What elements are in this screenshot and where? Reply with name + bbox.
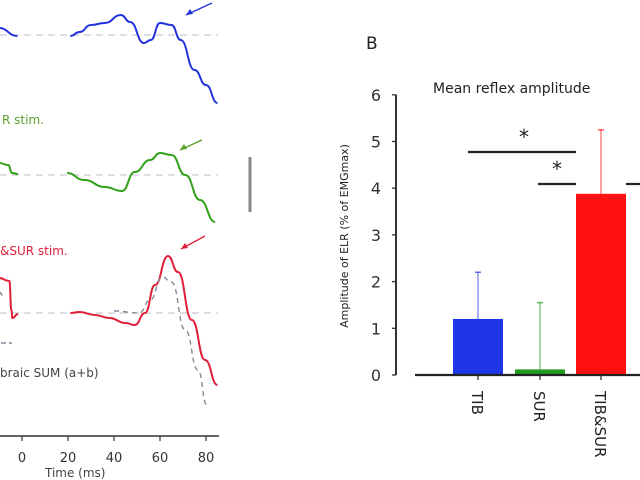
x-tick-label: 20 (60, 451, 77, 466)
trace-label-red: &SUR stim. (0, 244, 68, 258)
y-tick-label: 6 (371, 86, 381, 105)
x-tick-label: 80 (198, 451, 215, 466)
significance-star: * (519, 125, 529, 149)
trace-blue (0, 27, 18, 37)
significance-star: * (552, 157, 562, 181)
trace-panel: 0 20 40 60 80 (0, 2, 252, 466)
y-tick-label: 3 (371, 226, 381, 245)
category-label: TIB&SUR (591, 390, 609, 458)
bar-chart-title: Mean reflex amplitude (433, 81, 590, 97)
bar-tib-sur (576, 193, 626, 375)
arrowhead-icon (186, 9, 193, 15)
y-tick-label: 2 (371, 273, 381, 292)
trace-label-sum: braic SUM (a+b) (0, 366, 99, 380)
trace-label-green: R stim. (2, 113, 44, 127)
trace-blue (70, 13, 218, 104)
trace-red (70, 254, 218, 386)
trace-green (0, 162, 19, 175)
y-tick-label: 4 (371, 179, 381, 198)
trace-sum (0, 291, 4, 297)
category-label: TIB (468, 390, 486, 415)
arrowhead-icon (181, 243, 188, 249)
x-tick-label: 40 (106, 451, 123, 466)
panel-letter: B (366, 34, 378, 54)
x-tick-label: 0 (18, 451, 26, 466)
category-label: SUR (530, 391, 548, 422)
trace-red (0, 277, 19, 320)
trace-sum (113, 276, 208, 406)
y-tick-label: 0 (371, 366, 381, 385)
y-tick-label: 1 (371, 319, 381, 338)
bar-sur (515, 369, 565, 375)
bar-tib (453, 318, 503, 375)
trace-green (66, 151, 216, 223)
x-axis-label: Time (ms) (44, 466, 106, 480)
y-axis-label: Amplitude of ELR (% of EMGmax) (338, 144, 351, 328)
y-tick-label: 5 (371, 133, 381, 152)
x-tick-label: 60 (152, 451, 169, 466)
arrowhead-icon (180, 144, 187, 150)
